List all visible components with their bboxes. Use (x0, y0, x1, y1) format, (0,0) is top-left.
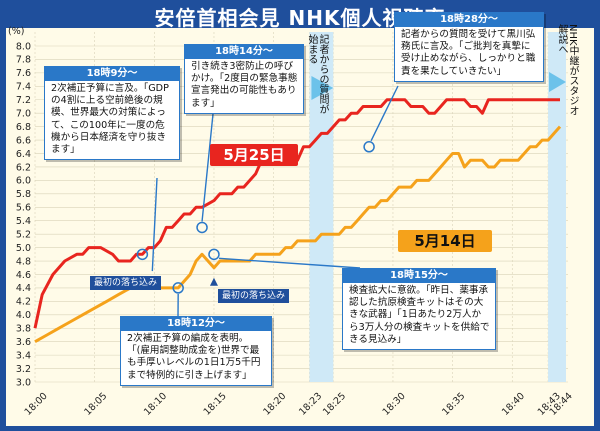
y-tick-label: 4.4 (16, 283, 31, 294)
note-body: 2次補正予算に言及。「GDPの4割に上る空前絶後の規模、世界最大の対策によって、… (51, 83, 169, 156)
y-tick-label: 3.8 (16, 324, 31, 335)
y-tick-label: 7.8 (16, 55, 31, 66)
y-tick-label: 5.0 (16, 243, 31, 254)
annotation-arrow (218, 257, 361, 269)
y-tick-label: 6.8 (16, 122, 31, 133)
y-axis-label: (%) (8, 26, 24, 37)
annotation-arrow (370, 85, 399, 142)
event-marker (196, 221, 208, 234)
note-1828: 18時28分～ 記者からの質問を受けて黒川弘務氏に言及。「ご批判を真摯に受け止め… (394, 12, 544, 82)
note-body: 記者からの質問を受けて黒川弘務氏に言及。「ご批判を真摯に受け止めながら、しっかり… (401, 29, 536, 77)
dip-label-0525: 最初の落ち込み (90, 276, 162, 290)
annotation-arrow (151, 177, 158, 272)
y-tick-label: 4.8 (16, 256, 31, 267)
y-tick-label: 4.2 (16, 297, 31, 308)
event-marker (363, 141, 375, 153)
questions-start-note: 記者からの質問が始まる (306, 34, 328, 114)
event-marker (172, 282, 184, 294)
note-header: 18時28分～ (395, 13, 543, 27)
event-markers (136, 141, 375, 294)
y-tick-label: 3.4 (16, 350, 31, 361)
y-tick-label: 4.0 (16, 310, 31, 321)
note-1809: 18時9分～ 2次補正予算に言及。「GDPの4割に上る空前絶後の規模、世界最大の… (44, 66, 180, 161)
y-tick-label: 6.2 (16, 162, 31, 173)
y-tick-label: 3.0 (16, 377, 31, 388)
y-tick-label: 5.6 (16, 203, 31, 214)
y-axis-ticks: 3.0 3.2 3.4 3.6 3.8 4.0 4.2 4.4 4.6 4.8 5.0 5.2 5.4 5… (16, 41, 31, 388)
y-tick-label: 6.6 (16, 135, 31, 146)
y-tick-label: 6.4 (16, 149, 31, 160)
note-header: 18時15分～ (343, 269, 495, 283)
note-header: 18時12分～ (121, 317, 271, 331)
y-tick-label: 7.6 (16, 68, 31, 79)
y-tick-label: 5.8 (16, 189, 31, 200)
studio-band (548, 32, 566, 382)
series-line (33, 98, 560, 329)
y-tick-label: 6.0 (16, 176, 31, 187)
y-tick-label: 7.0 (16, 109, 31, 120)
y-tick-label: 3.6 (16, 337, 31, 348)
series-label-0514: 5月14日 (398, 230, 492, 252)
series-label-0525: 5月25日 (210, 144, 298, 166)
annotation-arrow (201, 113, 214, 222)
y-tick-label: 5.4 (16, 216, 31, 227)
dip-arrow-icon (209, 277, 218, 286)
series-group (33, 98, 562, 344)
note-1814: 18時14分～ 引き続き3密防止の呼びかけ。「2度目の緊急事態宣言発出の可能性も… (184, 44, 304, 114)
note-header: 18時14分～ (185, 45, 303, 59)
note-body: 引き続き3密防止の呼びかけ。「2度目の緊急事態宣言発出の可能性もあります」 (191, 61, 298, 109)
y-tick-label: 5.2 (16, 229, 31, 240)
note-header: 18時9分～ (45, 67, 179, 81)
y-tick-label: 4.6 (16, 270, 31, 281)
studio-commentary-note: NHK中継がスタジオ解説へ (556, 24, 578, 116)
annotation-arrows (148, 72, 566, 319)
questions-arrow-icon (311, 76, 334, 100)
event-marker (136, 248, 149, 261)
y-tick-label: 7.4 (16, 82, 31, 93)
note-1815: 18時15分～ 検査拡大に意欲。「昨日、薬事承認した抗原検査キットはその大きな武… (342, 268, 496, 351)
questions-band (309, 32, 334, 382)
event-marker (208, 248, 220, 261)
dip-label-0514: 最初の落ち込み (218, 289, 290, 303)
note-body: 検査拡大に意欲。「昨日、薬事承認した抗原検査キットはその大きな武器」「1日あたり… (349, 285, 490, 345)
studio-arrow-icon (549, 72, 566, 92)
note-body: 2次補正予算の編成を表明。「(雇用調整助成金を)世界で最も手厚いレベルの1日1万… (127, 333, 261, 381)
y-tick-label: 7.2 (16, 95, 31, 106)
y-tick-label: 8.0 (16, 41, 31, 52)
note-1812: 18時12分～ 2次補正予算の編成を表明。「(雇用調整助成金を)世界で最も手厚い… (120, 316, 272, 386)
series-line (34, 125, 562, 344)
y-tick-label: 3.2 (16, 364, 31, 375)
